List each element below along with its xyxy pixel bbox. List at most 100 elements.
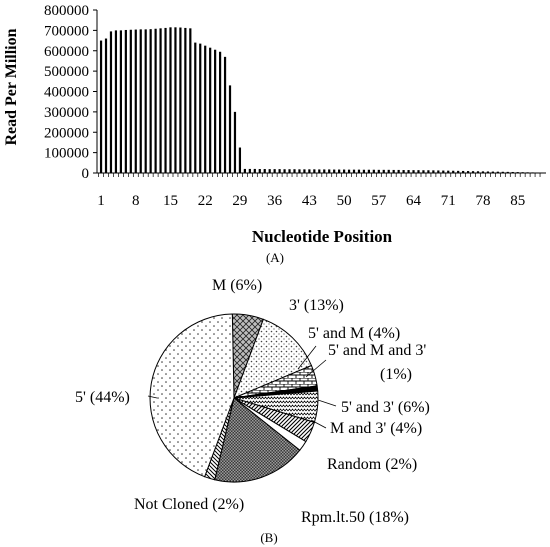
slice-label: 5' and 3' (6%): [341, 399, 430, 416]
bar: [263, 169, 266, 173]
bar: [427, 170, 430, 173]
bar: [387, 169, 390, 173]
slice-label: 5' and M and 3' (1%): [328, 342, 426, 383]
bar: [382, 169, 385, 173]
bar: [199, 43, 202, 174]
bar: [233, 111, 237, 174]
slice-label: 5' and M (4%): [308, 325, 400, 342]
x-axis-label: Nucleotide Position: [252, 227, 393, 246]
y-tick-label: 700000: [44, 23, 89, 39]
bar: [491, 171, 494, 173]
bar: [496, 171, 499, 173]
bar: [189, 28, 192, 174]
y-tick-label: 500000: [44, 64, 89, 80]
y-tick-label: 300000: [44, 105, 89, 121]
bar: [308, 169, 311, 173]
bar: [318, 169, 321, 173]
x-tick-label: 57: [371, 193, 387, 209]
slice-label: M (6%): [212, 277, 262, 294]
bar: [476, 171, 480, 173]
bar: [209, 47, 212, 173]
bar: [352, 169, 356, 173]
pie-slices: [149, 313, 319, 483]
bar: [377, 169, 380, 173]
pie-slice: [149, 313, 235, 478]
x-tick-label: 50: [337, 193, 352, 209]
bar: [228, 85, 232, 173]
y-axis-label: Read Per Million: [3, 28, 20, 145]
x-tick-label: 85: [510, 193, 525, 209]
leader-line: [317, 399, 337, 407]
bar: [462, 170, 465, 173]
bar: [501, 171, 504, 173]
bar: [184, 27, 187, 174]
y-tick-label: 200000: [44, 125, 89, 141]
bar: [243, 168, 246, 173]
bar: [511, 171, 514, 173]
bar: [342, 169, 346, 173]
bar: [288, 169, 291, 173]
panel-a-label: (A): [266, 250, 284, 265]
x-tick-labels: 1 8 15 22 29 36 43 50 57 64 71 78 85: [97, 193, 525, 209]
y-tick-label: 0: [82, 166, 90, 182]
bar: [134, 29, 137, 174]
bar: [139, 29, 142, 173]
bar: [481, 171, 485, 173]
bar: [328, 169, 331, 173]
bar: [447, 170, 450, 173]
bar: [298, 169, 301, 173]
leader-lines: [147, 345, 337, 429]
slice-label: Rpm.lt.50 (18%): [301, 509, 409, 526]
bar: [273, 169, 276, 173]
x-tick-label: 8: [132, 193, 140, 209]
slice-label: 3' (13%): [289, 297, 344, 314]
panel-b-label: (B): [260, 530, 277, 545]
bar: [471, 171, 475, 173]
bar: [268, 169, 271, 173]
bar: [293, 169, 296, 173]
y-tick-label: 800000: [44, 3, 89, 19]
x-tick-label: 36: [267, 193, 283, 209]
bar: [442, 170, 445, 173]
leader-line: [305, 359, 327, 378]
bar: [99, 40, 103, 174]
leader-line: [147, 395, 158, 399]
bar: [144, 29, 147, 173]
bar: [278, 169, 281, 173]
x-tick-label: 29: [232, 193, 247, 209]
x-tick-label: 78: [475, 193, 490, 209]
slice-label: Random (2%): [327, 456, 417, 473]
bar: [338, 169, 341, 173]
x-tick-label: 71: [441, 193, 456, 209]
y-tick-label: 100000: [44, 146, 89, 162]
bar: [154, 28, 157, 173]
bar: [149, 29, 152, 174]
bar: [313, 169, 316, 173]
y-tick-labels: 0 100000 200000 300000 400000 500000 600000 700…: [44, 3, 89, 182]
bar: [174, 27, 177, 173]
bar: [223, 56, 227, 173]
slice-label: M and 3' (4%): [330, 420, 422, 437]
bar: [119, 30, 122, 174]
bar: [397, 169, 400, 173]
bar: [283, 169, 286, 173]
slice-labels: M (6%) 3' (13%) 5' and M (4%)5' and M and …: [75, 277, 430, 526]
bar: [506, 171, 509, 173]
bar: [159, 28, 162, 174]
x-tick-label: 64: [406, 193, 422, 209]
bar: [124, 29, 127, 173]
bar: [169, 27, 172, 173]
bar: [367, 169, 370, 173]
bar: [303, 169, 306, 173]
bar: [218, 51, 222, 173]
bar: [407, 170, 410, 173]
bar: [104, 38, 108, 173]
bar: [437, 170, 440, 173]
panel-a-bar-chart: 0 100000 200000 300000 400000 500000 600000 700…: [3, 3, 546, 265]
bar: [164, 27, 167, 174]
bar: [333, 169, 336, 173]
bar: [214, 49, 217, 174]
bar: [362, 169, 366, 173]
x-tick-label: 43: [302, 193, 317, 209]
